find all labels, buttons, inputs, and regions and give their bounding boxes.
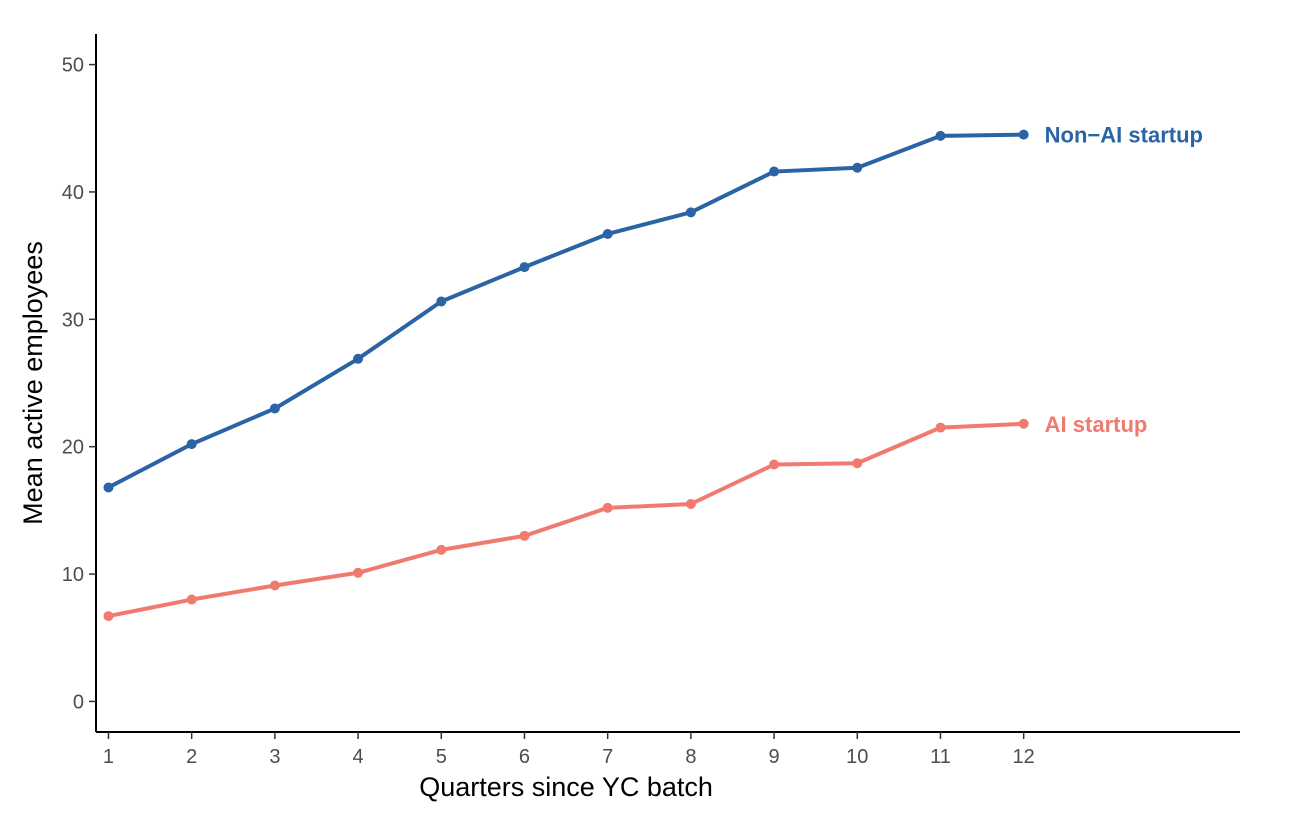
series-line	[106, 132, 1026, 490]
data-point	[269, 403, 280, 414]
data-point	[852, 162, 863, 173]
data-point	[685, 499, 696, 510]
series-label: Non−AI startup	[1045, 123, 1203, 148]
x-tick-label: 5	[436, 746, 447, 768]
x-tick-label: 10	[846, 746, 868, 768]
data-point	[519, 530, 530, 541]
data-point	[186, 594, 197, 605]
x-tick-label: 1	[103, 746, 114, 768]
series-non-ai-startup: Non−AI startup	[103, 123, 1203, 493]
x-axis-ticks: 1 2 3 4 5 6 7 8 9 10 11 12	[103, 732, 1035, 768]
data-point	[1018, 418, 1029, 429]
y-tick-label: 10	[62, 564, 84, 586]
y-tick-label: 40	[62, 182, 84, 204]
y-tick-label: 0	[73, 691, 84, 713]
data-point	[436, 296, 447, 307]
x-tick-label: 3	[269, 746, 280, 768]
data-point	[103, 482, 114, 493]
data-point	[602, 228, 613, 239]
x-axis-title: Quarters since YC batch	[419, 772, 713, 802]
data-point	[852, 458, 863, 469]
data-point	[269, 580, 280, 591]
plot-area: Non−AI startup AI startup	[103, 123, 1203, 622]
x-tick-label: 6	[519, 746, 530, 768]
series-line	[106, 421, 1026, 619]
y-tick-label: 20	[62, 437, 84, 459]
x-tick-label: 2	[186, 746, 197, 768]
data-point	[186, 439, 197, 450]
y-axis-ticks: 0 10 20 30 40 50	[62, 55, 96, 713]
data-point	[935, 422, 946, 433]
x-tick-label: 8	[685, 746, 696, 768]
x-tick-label: 12	[1013, 746, 1035, 768]
data-point	[602, 502, 613, 513]
data-point	[519, 262, 530, 273]
data-point	[685, 207, 696, 218]
series-label: AI startup	[1045, 412, 1148, 437]
data-point	[935, 130, 946, 141]
data-point	[353, 567, 364, 578]
series-ai-startup: AI startup	[103, 412, 1148, 622]
data-point	[769, 459, 780, 470]
x-tick-label: 7	[602, 746, 613, 768]
y-tick-label: 30	[62, 309, 84, 331]
x-tick-label: 11	[930, 746, 951, 768]
data-point	[769, 166, 780, 177]
data-point	[436, 544, 447, 555]
y-axis-title: Mean active employees	[18, 241, 48, 525]
data-point	[103, 611, 114, 622]
y-tick-label: 50	[62, 55, 84, 77]
x-tick-label: 4	[353, 746, 364, 768]
x-tick-label: 9	[769, 746, 780, 768]
data-point	[1018, 129, 1029, 140]
data-point	[353, 353, 364, 364]
